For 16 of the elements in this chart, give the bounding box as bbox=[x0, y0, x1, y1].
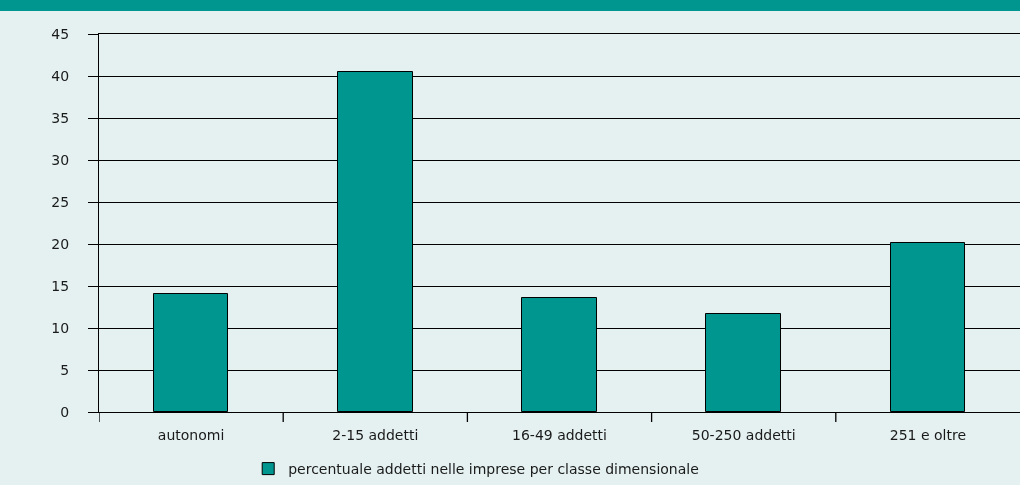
y-tick-label: 5 bbox=[60, 361, 70, 378]
x-tick-label: 2-15 addetti bbox=[332, 426, 419, 443]
x-tick-label: 50-250 addetti bbox=[691, 426, 796, 443]
y-tick-label: 40 bbox=[51, 67, 70, 84]
legend-label: percentuale addetti nelle imprese per classe dimensionale bbox=[288, 461, 699, 478]
y-tick-label: 20 bbox=[51, 235, 70, 252]
x-tick-label: autonomi bbox=[157, 426, 225, 443]
x-tick-label: 16-49 addetti bbox=[512, 426, 607, 443]
y-tick-label: 0 bbox=[60, 403, 70, 420]
y-tick-label: 45 bbox=[51, 25, 70, 42]
y-tick-label: 30 bbox=[51, 151, 70, 168]
y-tick-label: 10 bbox=[51, 319, 70, 336]
y-tick-label: 35 bbox=[51, 109, 70, 126]
y-tick-label: 15 bbox=[51, 277, 70, 294]
x-tick-label: 251 e oltre bbox=[889, 426, 967, 443]
y-tick-label: 25 bbox=[51, 193, 70, 210]
